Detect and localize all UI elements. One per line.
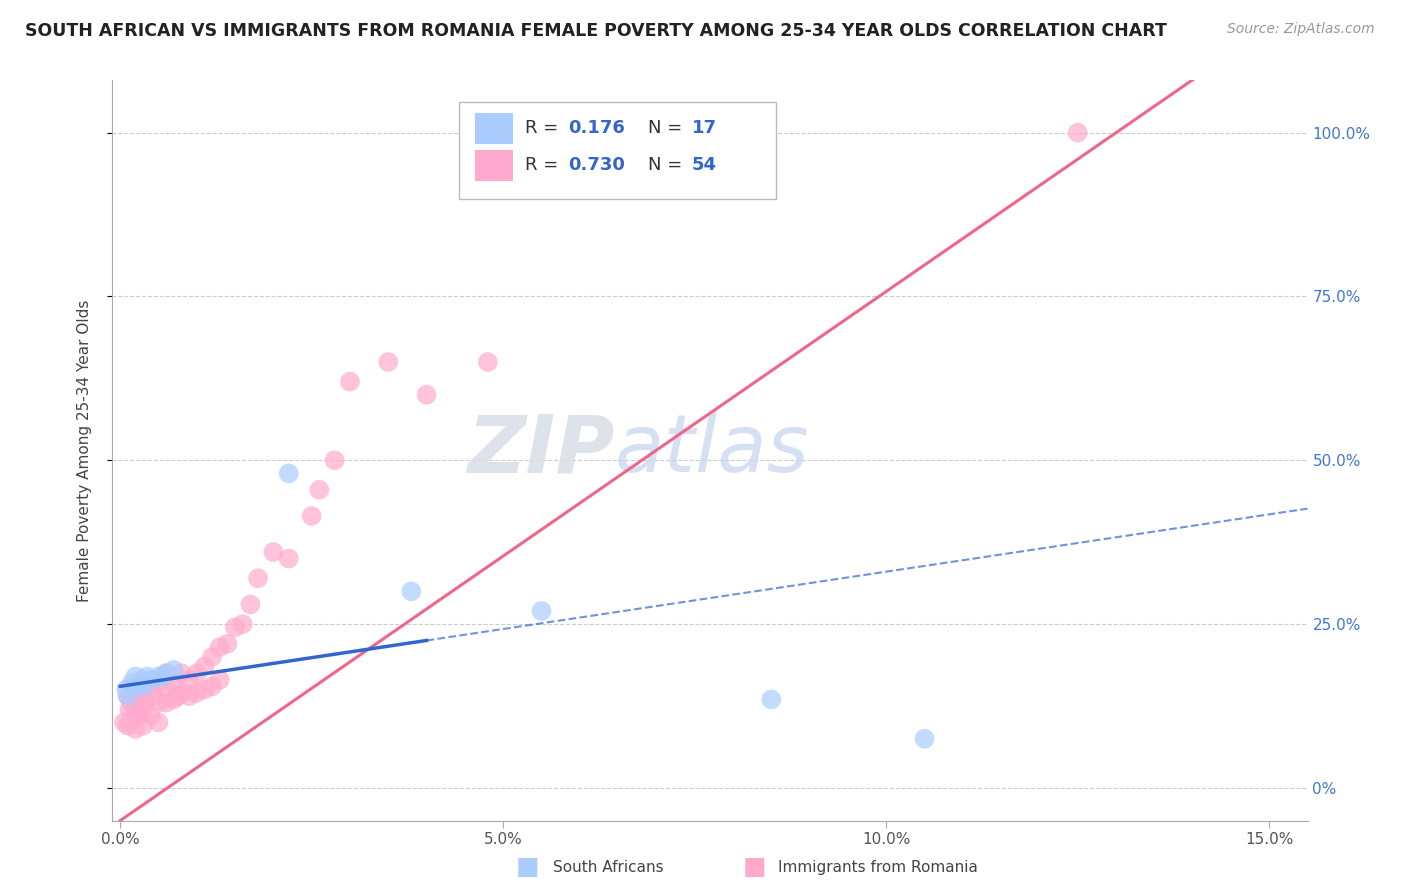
Point	[247, 571, 270, 585]
Point	[163, 663, 186, 677]
Point	[163, 676, 186, 690]
Point	[208, 673, 231, 687]
Point	[128, 676, 150, 690]
Point	[124, 702, 146, 716]
Point	[148, 715, 170, 730]
Point	[301, 508, 323, 523]
Point	[339, 375, 361, 389]
Point	[132, 686, 155, 700]
Point	[139, 679, 162, 693]
Text: Source: ZipAtlas.com: Source: ZipAtlas.com	[1227, 22, 1375, 37]
Text: ZIP: ZIP	[467, 411, 614, 490]
Text: N =: N =	[648, 120, 688, 137]
Text: R =: R =	[524, 156, 564, 175]
Point	[124, 679, 146, 693]
Text: atlas: atlas	[614, 411, 810, 490]
Point	[166, 689, 188, 703]
Text: ■: ■	[516, 855, 538, 879]
Point	[186, 666, 208, 681]
Point	[914, 731, 936, 746]
FancyBboxPatch shape	[475, 150, 513, 181]
Point	[645, 138, 668, 153]
Point	[177, 689, 200, 703]
Point	[124, 722, 146, 736]
Text: R =: R =	[524, 120, 564, 137]
Point	[124, 669, 146, 683]
Point	[377, 355, 399, 369]
Point	[139, 673, 162, 687]
Point	[128, 708, 150, 723]
Point	[155, 679, 177, 693]
FancyBboxPatch shape	[475, 113, 513, 144]
Text: SOUTH AFRICAN VS IMMIGRANTS FROM ROMANIA FEMALE POVERTY AMONG 25-34 YEAR OLDS CO: SOUTH AFRICAN VS IMMIGRANTS FROM ROMANIA…	[25, 22, 1167, 40]
Text: ■: ■	[744, 855, 766, 879]
Point	[132, 673, 155, 687]
Text: 17: 17	[692, 120, 717, 137]
Point	[150, 669, 173, 683]
Point	[148, 696, 170, 710]
Point	[121, 696, 143, 710]
Point	[193, 682, 215, 697]
Point	[761, 692, 783, 706]
Point	[201, 649, 224, 664]
Point	[201, 679, 224, 693]
Point	[132, 702, 155, 716]
Point	[277, 551, 299, 566]
Point	[121, 676, 143, 690]
Point	[217, 637, 239, 651]
Point	[277, 467, 299, 481]
Point	[136, 669, 159, 683]
Text: South Africans: South Africans	[553, 860, 664, 874]
Y-axis label: Female Poverty Among 25-34 Year Olds: Female Poverty Among 25-34 Year Olds	[77, 300, 91, 601]
Point	[170, 686, 193, 700]
Point	[401, 584, 423, 599]
Point	[415, 388, 437, 402]
Point	[308, 483, 330, 497]
Text: 54: 54	[692, 156, 717, 175]
Point	[155, 666, 177, 681]
Point	[155, 666, 177, 681]
Point	[262, 545, 284, 559]
Point	[1067, 126, 1090, 140]
Point	[239, 598, 262, 612]
Point	[125, 689, 148, 703]
Point	[323, 453, 346, 467]
Point	[148, 676, 170, 690]
Point	[170, 666, 193, 681]
Point	[136, 676, 159, 690]
Text: N =: N =	[648, 156, 688, 175]
Point	[208, 640, 231, 654]
Point	[163, 692, 186, 706]
Point	[143, 689, 166, 703]
Point	[186, 686, 208, 700]
Point	[148, 669, 170, 683]
Point	[132, 679, 155, 693]
Point	[117, 689, 139, 703]
Point	[132, 718, 155, 732]
Point	[224, 620, 246, 634]
Point	[117, 718, 139, 732]
Point	[530, 604, 553, 618]
Point	[118, 702, 141, 716]
Point	[155, 696, 177, 710]
Point	[139, 708, 162, 723]
Text: 0.730: 0.730	[568, 156, 624, 175]
Point	[134, 696, 156, 710]
FancyBboxPatch shape	[458, 103, 776, 199]
Point	[115, 682, 138, 697]
Text: Immigrants from Romania: Immigrants from Romania	[778, 860, 977, 874]
Point	[112, 715, 135, 730]
Point	[193, 659, 215, 673]
Text: 0.176: 0.176	[568, 120, 624, 137]
Point	[232, 617, 254, 632]
Point	[117, 689, 139, 703]
Point	[477, 355, 499, 369]
Point	[177, 673, 200, 687]
